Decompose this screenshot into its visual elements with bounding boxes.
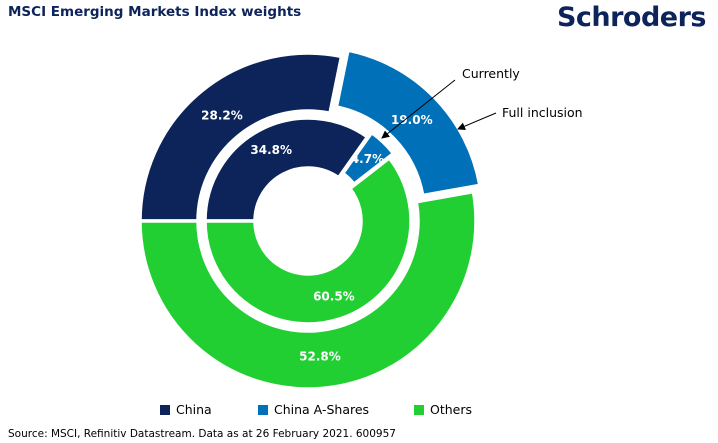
outer-data-label: 52.8%	[299, 349, 341, 363]
legend-label: Others	[430, 402, 473, 417]
inner-data-label: 34.8%	[250, 143, 292, 157]
outer-data-label: 28.2%	[201, 109, 243, 123]
legend-label: China	[176, 402, 212, 417]
inner-ring-slice-others	[203, 155, 413, 326]
outer-data-label: 19.0%	[391, 113, 433, 127]
legend-item-china: China	[160, 402, 212, 417]
annotation-full-inclusion: Full inclusion	[502, 105, 583, 120]
legend-swatch	[160, 404, 170, 415]
legend-swatch	[414, 404, 424, 415]
legend-label: China A-Shares	[274, 402, 370, 417]
full-inclusion-arrow	[457, 112, 497, 130]
outer-ring-slice-china	[138, 51, 344, 223]
legend-item-china-a-shares: China A-Shares	[258, 402, 369, 417]
inner-ring-slice-china	[203, 116, 370, 223]
source-note: Source: MSCI, Refinitiv Datastream. Data…	[8, 428, 396, 440]
legend-item-others: Others	[414, 402, 472, 417]
legend-swatch	[258, 404, 268, 415]
chart-title: MSCI Emerging Markets Index weights	[8, 4, 302, 20]
currently-arrow	[381, 79, 456, 139]
outer-ring-slice-others	[138, 189, 478, 391]
outer-ring-slice-china-a-shares	[334, 48, 482, 198]
inner-data-label: 60.5%	[313, 290, 355, 304]
schroders-logo: Schroders	[556, 2, 707, 33]
annotation-currently: Currently	[462, 66, 520, 81]
inner-data-label: 4.7%	[351, 152, 384, 166]
